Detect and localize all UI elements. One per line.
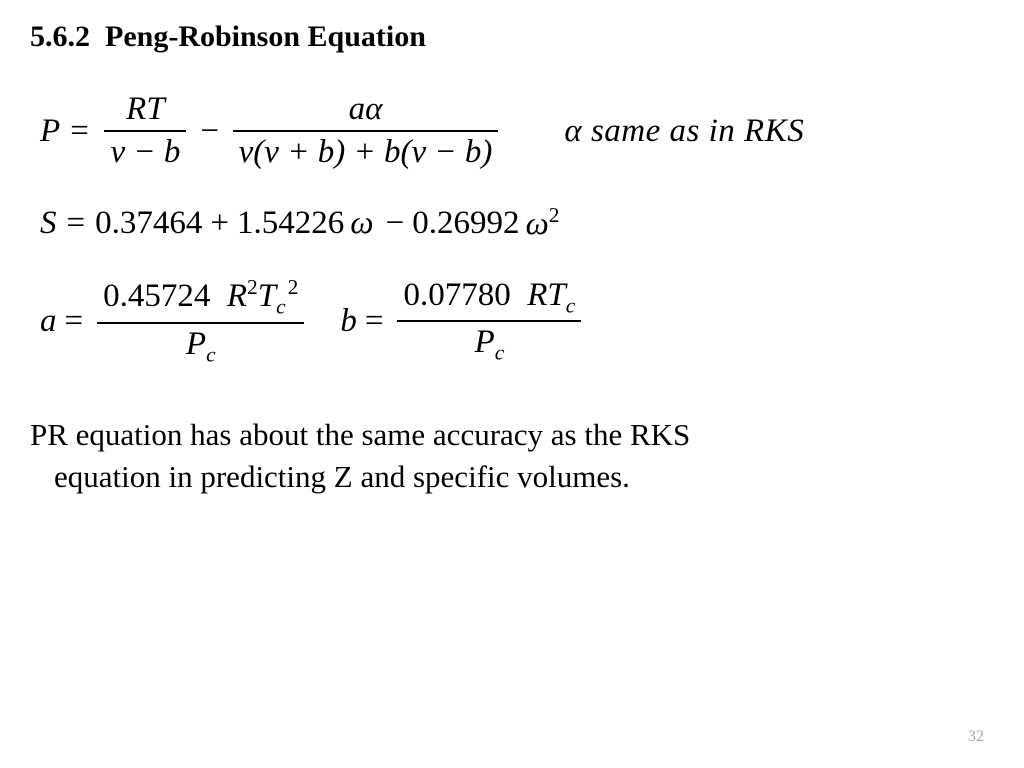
b-P-sub: c xyxy=(495,341,505,365)
a-P-sub: c xyxy=(206,342,216,366)
ab-equation-row: a = 0.45724 R2Tc2 Pc b = 0.07780 RTc Pc xyxy=(40,273,994,369)
eq-term2-num: aα xyxy=(343,89,389,130)
b-coeff: 0.07780 xyxy=(403,277,510,313)
eq-term2-frac: aα v(v + b) + b(v − b) xyxy=(233,89,499,173)
a-T-exp: 2 xyxy=(288,275,299,299)
s-plus: + xyxy=(210,205,229,242)
eq-equals: = xyxy=(68,113,90,150)
eq-lhs: P xyxy=(40,113,60,150)
a-R-exp: 2 xyxy=(247,275,258,299)
s-omega2-base: ω xyxy=(525,206,548,242)
a-lhs: a xyxy=(40,303,57,340)
annot-text: same as in RKS xyxy=(582,113,804,149)
eq-minus: − xyxy=(198,113,220,150)
eq-term1-num: RT xyxy=(120,89,171,130)
b-P: P xyxy=(475,324,495,360)
a-R: R xyxy=(227,278,247,314)
a-coeff: 0.45724 xyxy=(103,278,210,314)
b-T-sub: c xyxy=(566,293,576,317)
section-title: Peng-Robinson Equation xyxy=(105,20,426,53)
b-eq: = xyxy=(365,303,384,340)
s-c2: 0.26992 xyxy=(412,205,519,242)
body-text: PR equation has about the same accuracy … xyxy=(30,414,994,498)
section-heading: 5.6.2 Peng-Robinson Equation xyxy=(30,20,994,54)
a-eq: = xyxy=(65,303,84,340)
s-lhs: S xyxy=(40,205,57,242)
a-frac: 0.45724 R2Tc2 Pc xyxy=(97,273,304,369)
section-number: 5.6.2 xyxy=(30,20,90,53)
s-omega2: ω2 xyxy=(525,203,559,243)
s-omega: ω xyxy=(350,205,373,242)
pressure-equation: P = RT v − b − aα v(v + b) + b(v − b) α … xyxy=(40,89,994,173)
page-number: 32 xyxy=(968,728,984,746)
body-line1: PR equation has about the same accuracy … xyxy=(30,417,690,452)
s-eq: = xyxy=(67,205,86,242)
eq-term1-frac: RT v − b xyxy=(104,89,186,173)
eq-term1-den: v − b xyxy=(104,132,186,173)
slide-container: 5.6.2 Peng-Robinson Equation P = RT v − … xyxy=(0,0,1024,518)
b-T: T xyxy=(547,277,565,313)
eq-term2-den: v(v + b) + b(v − b) xyxy=(233,132,499,173)
eq-annotation: α same as in RKS xyxy=(564,113,804,150)
a-T: T xyxy=(258,278,276,314)
body-line2: equation in predicting Z and specific vo… xyxy=(30,456,994,498)
a-T-sub: c xyxy=(276,295,286,319)
b-lhs: b xyxy=(340,303,357,340)
b-num: 0.07780 RTc xyxy=(397,275,581,321)
a-num: 0.45724 R2Tc2 xyxy=(97,273,304,322)
s-c0: 0.37464 xyxy=(95,205,202,242)
b-R: R xyxy=(527,277,547,313)
s-c1: 1.54226 xyxy=(237,205,344,242)
a-P: P xyxy=(186,326,206,362)
a-den: Pc xyxy=(180,324,222,370)
annot-alpha: α xyxy=(564,113,582,149)
s-minus: − xyxy=(386,205,405,242)
b-frac: 0.07780 RTc Pc xyxy=(397,275,581,368)
b-den: Pc xyxy=(469,322,511,368)
s-equation: S = 0.37464 + 1.54226 ω − 0.26992 ω2 xyxy=(40,203,994,243)
s-omega2-exp: 2 xyxy=(549,203,560,227)
